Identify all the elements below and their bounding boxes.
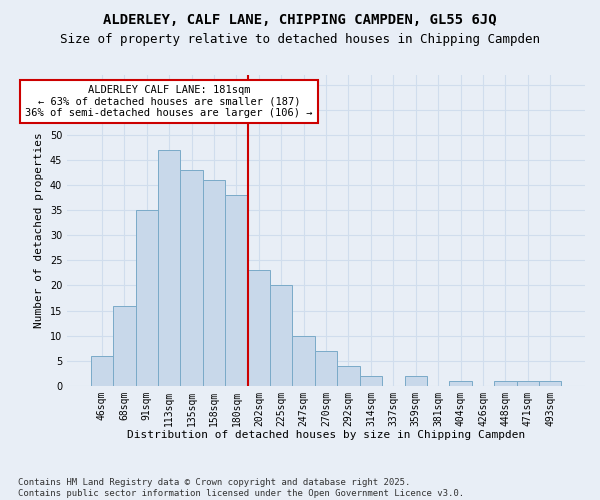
Bar bbox=[248, 270, 270, 386]
Bar bbox=[292, 336, 315, 386]
Bar bbox=[360, 376, 382, 386]
Y-axis label: Number of detached properties: Number of detached properties bbox=[34, 132, 44, 328]
Bar bbox=[181, 170, 203, 386]
Bar bbox=[225, 196, 248, 386]
Bar bbox=[449, 380, 472, 386]
Bar bbox=[315, 350, 337, 386]
Bar bbox=[337, 366, 360, 386]
Bar bbox=[91, 356, 113, 386]
Text: ALDERLEY CALF LANE: 181sqm
← 63% of detached houses are smaller (187)
36% of sem: ALDERLEY CALF LANE: 181sqm ← 63% of deta… bbox=[25, 85, 313, 118]
Bar bbox=[270, 286, 292, 386]
Bar bbox=[203, 180, 225, 386]
X-axis label: Distribution of detached houses by size in Chipping Campden: Distribution of detached houses by size … bbox=[127, 430, 525, 440]
Bar bbox=[113, 306, 136, 386]
Bar bbox=[517, 380, 539, 386]
Text: Size of property relative to detached houses in Chipping Campden: Size of property relative to detached ho… bbox=[60, 32, 540, 46]
Text: ALDERLEY, CALF LANE, CHIPPING CAMPDEN, GL55 6JQ: ALDERLEY, CALF LANE, CHIPPING CAMPDEN, G… bbox=[103, 12, 497, 26]
Bar bbox=[136, 210, 158, 386]
Bar bbox=[539, 380, 562, 386]
Text: Contains HM Land Registry data © Crown copyright and database right 2025.
Contai: Contains HM Land Registry data © Crown c… bbox=[18, 478, 464, 498]
Bar bbox=[404, 376, 427, 386]
Bar bbox=[494, 380, 517, 386]
Bar bbox=[158, 150, 181, 386]
